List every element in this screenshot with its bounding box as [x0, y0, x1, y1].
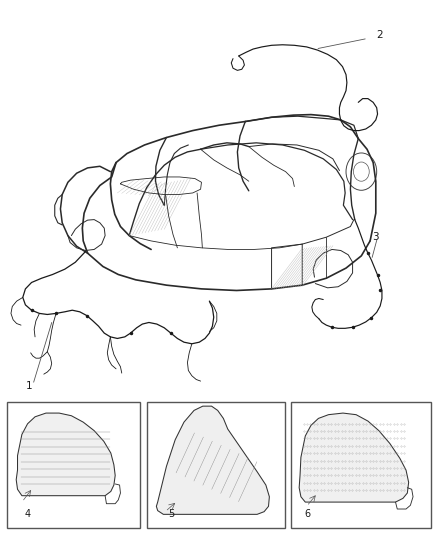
Polygon shape: [156, 406, 269, 514]
Text: 3: 3: [372, 232, 379, 242]
Text: 4: 4: [24, 509, 30, 519]
Bar: [291, 402, 431, 528]
Text: 6: 6: [304, 509, 311, 519]
Bar: [147, 402, 285, 528]
Polygon shape: [299, 413, 409, 502]
Text: 1: 1: [26, 382, 33, 391]
Polygon shape: [16, 413, 115, 496]
Text: 5: 5: [169, 509, 175, 519]
Bar: [7, 402, 140, 528]
Text: 2: 2: [377, 30, 383, 39]
